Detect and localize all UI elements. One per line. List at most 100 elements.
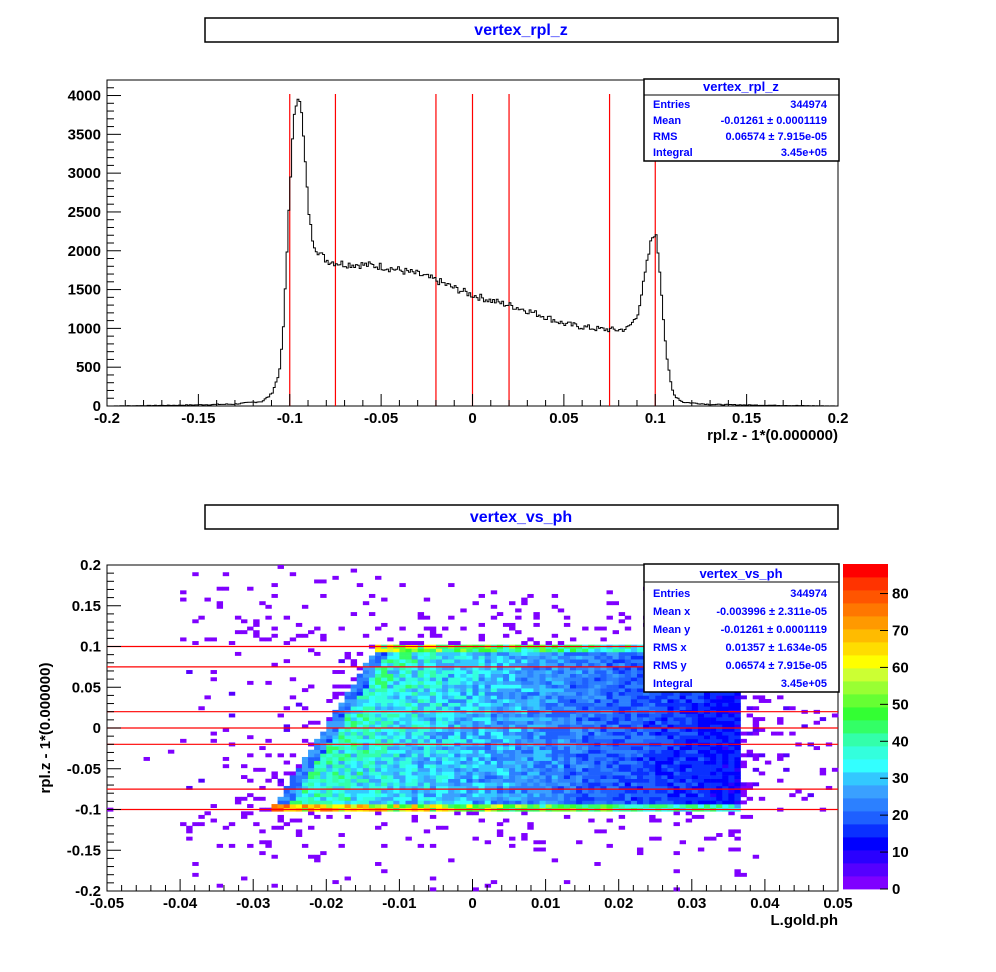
heatmap-cell <box>624 655 632 660</box>
heatmap-cell <box>454 684 461 689</box>
heatmap-cell <box>582 785 589 790</box>
heatmap-cell <box>624 720 632 725</box>
heatmap-cell <box>746 814 754 819</box>
heatmap-cell <box>332 753 339 758</box>
heatmap-cell <box>247 586 254 591</box>
heatmap-cell <box>301 604 309 609</box>
heatmap-cell <box>502 648 510 653</box>
heatmap-cell <box>326 720 333 725</box>
heatmap-cell <box>454 662 461 667</box>
heatmap-cell <box>582 702 589 707</box>
heatmap-cell <box>679 753 687 758</box>
heatmap-cell <box>545 699 552 703</box>
heatmap-cell <box>533 724 540 729</box>
heatmap-cell <box>703 789 711 794</box>
heatmap-cell <box>484 728 492 732</box>
heatmap-cell <box>435 760 443 765</box>
heatmap-cell <box>417 785 425 790</box>
heatmap-cell <box>539 691 546 696</box>
heatmap-cell <box>643 796 650 801</box>
heatmap-cell <box>442 746 449 751</box>
heatmap-cell <box>405 771 412 776</box>
heatmap-cell <box>484 702 492 707</box>
heatmap-cell <box>448 753 455 758</box>
heatmap-cell <box>740 785 747 790</box>
heatmap-cell <box>399 583 406 588</box>
heatmap-cell <box>533 699 540 703</box>
heatmap-cell <box>673 869 680 874</box>
heatmap-cell <box>746 785 754 790</box>
heatmap-cell <box>442 717 449 722</box>
heatmap-cell <box>630 764 638 769</box>
heatmap-cell <box>600 695 607 700</box>
heatmap-cell <box>314 738 321 743</box>
heatmap-cell <box>399 662 406 667</box>
heatmap-cell <box>569 800 577 805</box>
heatmap-cell <box>685 767 693 772</box>
heatmap-cell <box>368 677 376 682</box>
heatmap-cell <box>576 670 583 674</box>
heatmap-cell <box>283 659 291 664</box>
heatmap-cell <box>429 771 437 776</box>
heatmap-cell <box>624 760 632 765</box>
heatmap-cell <box>429 735 437 740</box>
heatmap-cell <box>594 648 601 653</box>
heatmap-cell <box>691 713 699 718</box>
heatmap-cell <box>454 670 461 674</box>
heatmap-cell <box>606 731 613 736</box>
heatmap-cell <box>630 670 638 674</box>
heatmap-cell <box>454 641 461 645</box>
heatmap-cell <box>691 814 699 819</box>
heatmap-cell <box>667 713 674 718</box>
heatmap-cell <box>582 738 589 743</box>
heatmap-cell <box>478 680 485 685</box>
heatmap-cell <box>228 843 236 848</box>
heatmap-cell <box>710 753 717 758</box>
heatmap-cell <box>600 691 607 696</box>
heatmap-cell <box>515 648 522 653</box>
heatmap-cell <box>618 731 626 736</box>
heatmap-cell <box>624 713 632 718</box>
heatmap-cell <box>423 793 431 798</box>
heatmap-cell <box>484 659 492 664</box>
heatmap-cell <box>594 659 601 664</box>
heatmap-cell <box>521 666 528 671</box>
heatmap-cell <box>411 728 418 732</box>
heatmap-cell <box>259 746 266 751</box>
heatmap-cell <box>710 749 717 754</box>
heatmap-cell <box>344 702 351 707</box>
heatmap-cell <box>722 785 729 790</box>
heatmap-cell <box>582 662 589 667</box>
heatmap-cell <box>308 804 315 808</box>
heatmap-cell <box>563 615 571 620</box>
heatmap-cell <box>569 728 577 732</box>
heatmap-cell <box>393 691 400 696</box>
heatmap-cell <box>655 796 662 801</box>
heatmap-cell <box>442 666 449 671</box>
heatmap-cell <box>338 717 345 722</box>
heatmap-cell <box>643 749 650 754</box>
heatmap-cell <box>308 796 315 801</box>
heatmap-cell <box>253 630 260 635</box>
heatmap-cell <box>831 767 839 772</box>
heatmap-cell <box>228 713 236 718</box>
heatmap-cell <box>320 633 327 638</box>
heatmap-cell <box>454 756 461 761</box>
heatmap-cell <box>710 713 717 718</box>
heatmap-cell <box>381 785 388 790</box>
heatmap-cell <box>472 713 479 718</box>
heatmap-cell <box>716 753 723 758</box>
heatmap-cell <box>344 731 351 736</box>
heatmap-cell <box>691 764 699 769</box>
heatmap-cell <box>277 782 284 787</box>
heatmap-cell <box>344 717 351 722</box>
heatmap-cell <box>515 800 522 805</box>
heatmap-cell <box>563 702 571 707</box>
heatmap-cell <box>527 804 534 808</box>
heatmap-cell <box>728 735 735 740</box>
heatmap-cell <box>545 713 552 718</box>
heatmap-cell <box>466 670 473 674</box>
heatmap-cell <box>460 608 467 613</box>
heatmap-cell <box>643 778 650 783</box>
heatmap-cell <box>643 717 650 722</box>
